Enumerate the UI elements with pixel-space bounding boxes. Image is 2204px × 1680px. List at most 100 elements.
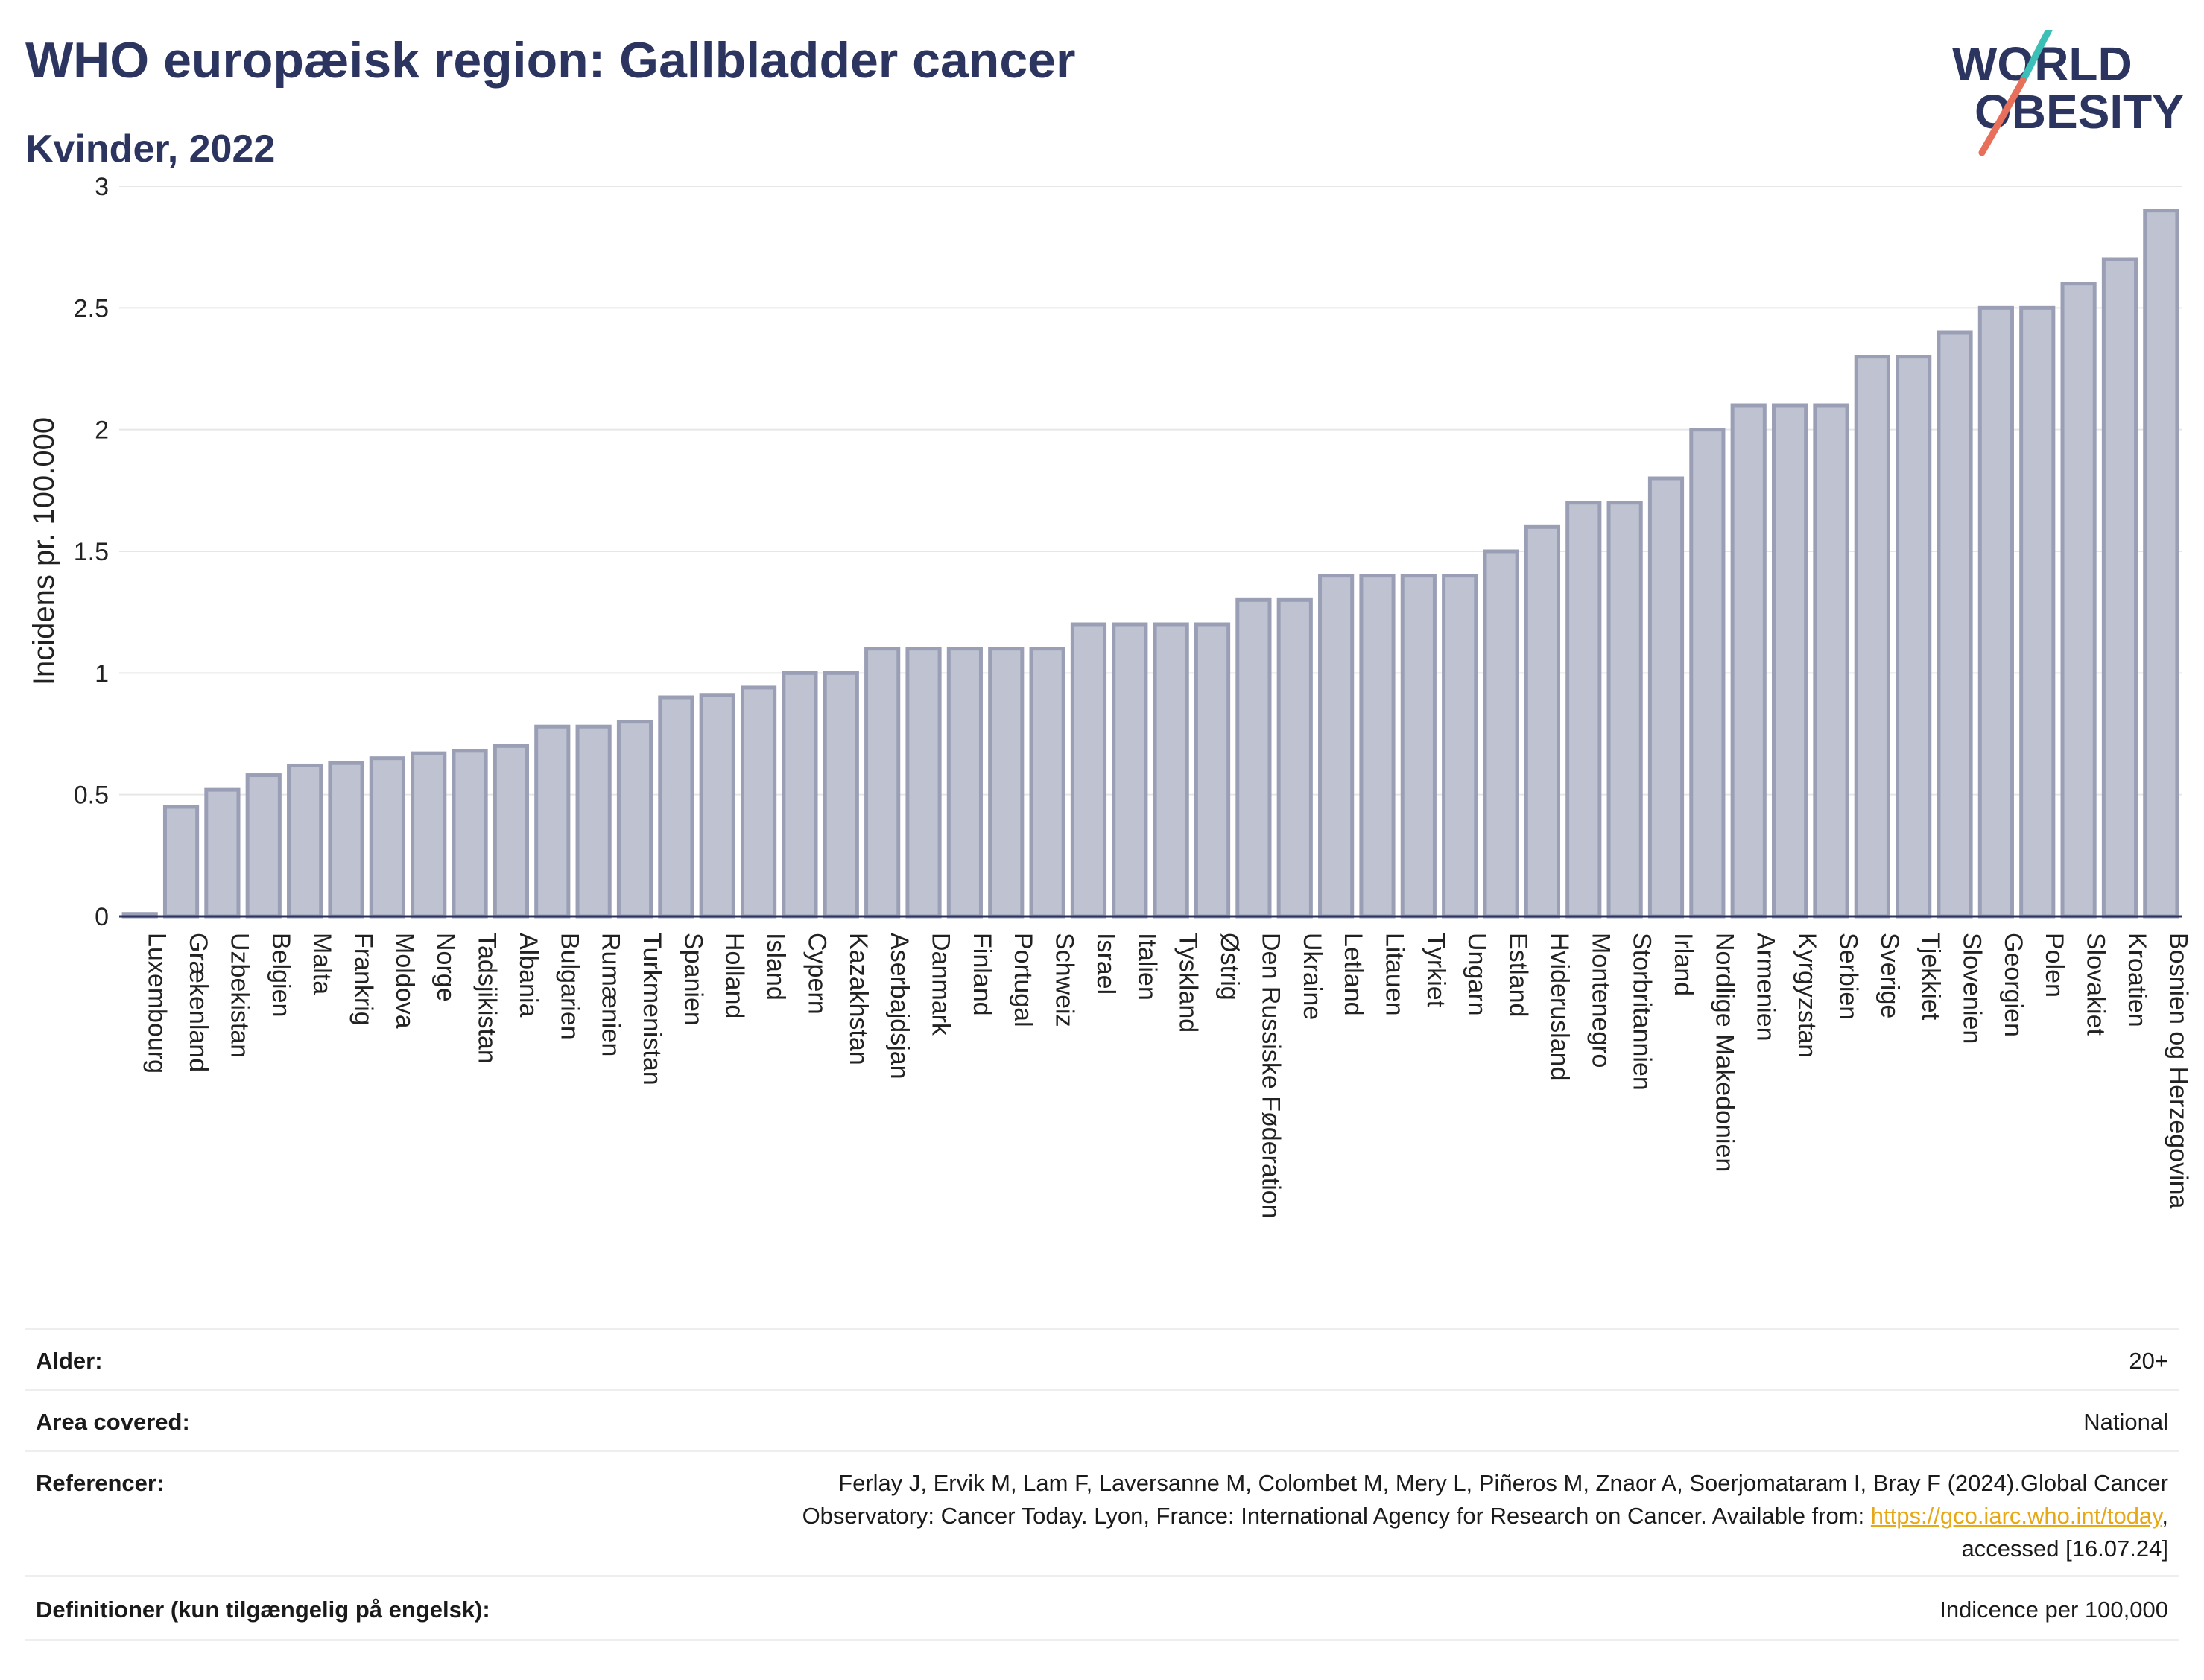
bar: [946, 647, 983, 919]
y-tick-label: 2: [95, 416, 109, 445]
x-tick-label: Tadsjikistan: [473, 933, 501, 1064]
bar: [493, 744, 530, 919]
x-tick-label: Belgien: [267, 933, 295, 1017]
world-obesity-logo: WORLD OBESITY: [1952, 30, 2184, 156]
y-tick-label: 1: [95, 659, 109, 688]
meta-bottom-divider: [25, 1639, 2179, 1641]
logo-text-obesity: OBESITY: [1975, 85, 2184, 139]
bar: [1771, 403, 1808, 919]
meta-label-age: Alder:: [36, 1348, 103, 1374]
meta-value-area: National: [2083, 1409, 2168, 1435]
x-tick-label: Slovakiet: [2082, 933, 2110, 1036]
x-tick-label: Italien: [1133, 933, 1161, 1001]
meta-row-area: Area covered: National: [25, 1389, 2179, 1452]
meta-label-definitions: Definitioner (kun tilgængelig på engelsk…: [36, 1597, 490, 1623]
meta-row-references: Referencer: Ferlay J, Ervik M, Lam F, La…: [25, 1450, 2179, 1577]
bar-chart: 0 0.5 1 1.5 2 2.5 3 Incidens pr. 100.000 Luxembo…: [28, 173, 2192, 1219]
bar: [1070, 622, 1107, 919]
bar: [204, 787, 241, 919]
bar: [575, 724, 612, 919]
bar: [616, 720, 653, 919]
bar: [1565, 501, 1602, 919]
meta-value-age: 20+: [2129, 1348, 2168, 1374]
bar: [287, 763, 323, 919]
x-tick-label: Albania: [514, 933, 542, 1018]
x-tick-label: Malta: [308, 933, 336, 995]
bar: [988, 647, 1025, 919]
y-tick-label: 0.5: [74, 782, 109, 810]
bar: [369, 756, 405, 919]
bar: [452, 749, 488, 919]
x-tick-label: Tyrkiet: [1422, 933, 1450, 1008]
x-tick-label: Nordlige Makedonien: [1710, 933, 1738, 1172]
x-tick-label: Bosnien og Herzegovina: [2164, 933, 2192, 1209]
x-tick-label: Island: [761, 933, 790, 1001]
x-tick-label: Kyrgyzstan: [1793, 933, 1821, 1058]
x-tick-label: Irland: [1669, 933, 1697, 996]
x-tick-label: Sverige: [1875, 933, 1904, 1018]
x-tick-label: Serbien: [1834, 933, 1862, 1020]
x-tick-label: Danmark: [927, 933, 955, 1036]
x-tick-label: Rumænien: [597, 933, 625, 1056]
bar: [1276, 597, 1313, 919]
bar: [1937, 330, 1973, 919]
bar: [411, 751, 447, 919]
bar: [1524, 524, 1561, 919]
meta-value-definitions: Indicence per 100,000: [1939, 1597, 2168, 1623]
bar: [534, 724, 571, 919]
reference-link[interactable]: https://gco.iarc.who.int/today: [1870, 1503, 2162, 1529]
bar: [328, 761, 364, 919]
x-tick-label: Aserbajdsjan: [885, 933, 913, 1080]
x-tick-label: Montenegro: [1586, 933, 1615, 1068]
x-tick-label: Holland: [721, 933, 749, 1018]
bar: [1730, 403, 1767, 919]
bar: [740, 685, 777, 919]
bar: [864, 647, 901, 919]
meta-label-references: Referencer:: [36, 1470, 165, 1496]
x-tick-label: Spanien: [679, 933, 707, 1026]
bar: [823, 671, 859, 919]
y-tick-label: 0: [95, 903, 109, 931]
y-tick-label: 2.5: [74, 294, 109, 323]
x-tick-label: Ungarn: [1463, 933, 1491, 1016]
meta-label-area: Area covered:: [36, 1409, 190, 1435]
bar: [2060, 282, 2097, 919]
bar: [1896, 355, 1932, 919]
x-tick-label: Den Russiske Føderation: [1256, 933, 1285, 1219]
logo-slash-coral: [1978, 77, 2027, 156]
bar: [1029, 647, 1065, 919]
x-tick-label: Letland: [1339, 933, 1367, 1016]
bar: [782, 671, 818, 919]
bar: [1483, 549, 1519, 919]
x-tick-label: Bulgarien: [555, 933, 583, 1040]
x-tick-label: Estland: [1504, 933, 1533, 1017]
bar: [699, 693, 735, 919]
x-tick-label: Uzbekistan: [225, 933, 253, 1058]
bar: [162, 805, 200, 919]
meta-value-references-line3: accessed [16.07.24]: [1961, 1535, 2168, 1562]
ref-line2-comma: ,: [2162, 1503, 2168, 1529]
x-tick-label: Kazakhstan: [844, 933, 873, 1065]
bar: [2101, 257, 2138, 919]
bar: [1235, 597, 1272, 919]
bar: [1647, 476, 1685, 919]
x-tick-label: Finland: [968, 933, 996, 1016]
logo-slash-teal: [2019, 30, 2053, 84]
meta-row-age: Alder: 20+: [25, 1328, 2179, 1391]
x-tick-label: Tyskland: [1174, 933, 1203, 1033]
x-tick-label: Armenien: [1752, 933, 1780, 1042]
x-tick-label: Kroatien: [2123, 933, 2151, 1027]
x-tick-label: Ukraine: [1298, 933, 1326, 1020]
bar: [1400, 574, 1437, 919]
x-tick-label: Moldova: [390, 933, 419, 1029]
bar: [2019, 305, 2056, 919]
page-title: WHO europæisk region: Gallbladder cancer: [25, 32, 1076, 89]
bar: [1977, 305, 2014, 919]
x-tick-label: Polen: [2040, 933, 2068, 998]
bar: [1689, 428, 1726, 919]
x-tick-label: Luxembourg: [143, 933, 171, 1074]
x-tick-label: Litauen: [1380, 933, 1408, 1016]
bar: [658, 695, 694, 919]
bar: [1194, 622, 1231, 919]
meta-value-references-line2: Observatory: Cancer Today. Lyon, France:…: [802, 1500, 2168, 1532]
